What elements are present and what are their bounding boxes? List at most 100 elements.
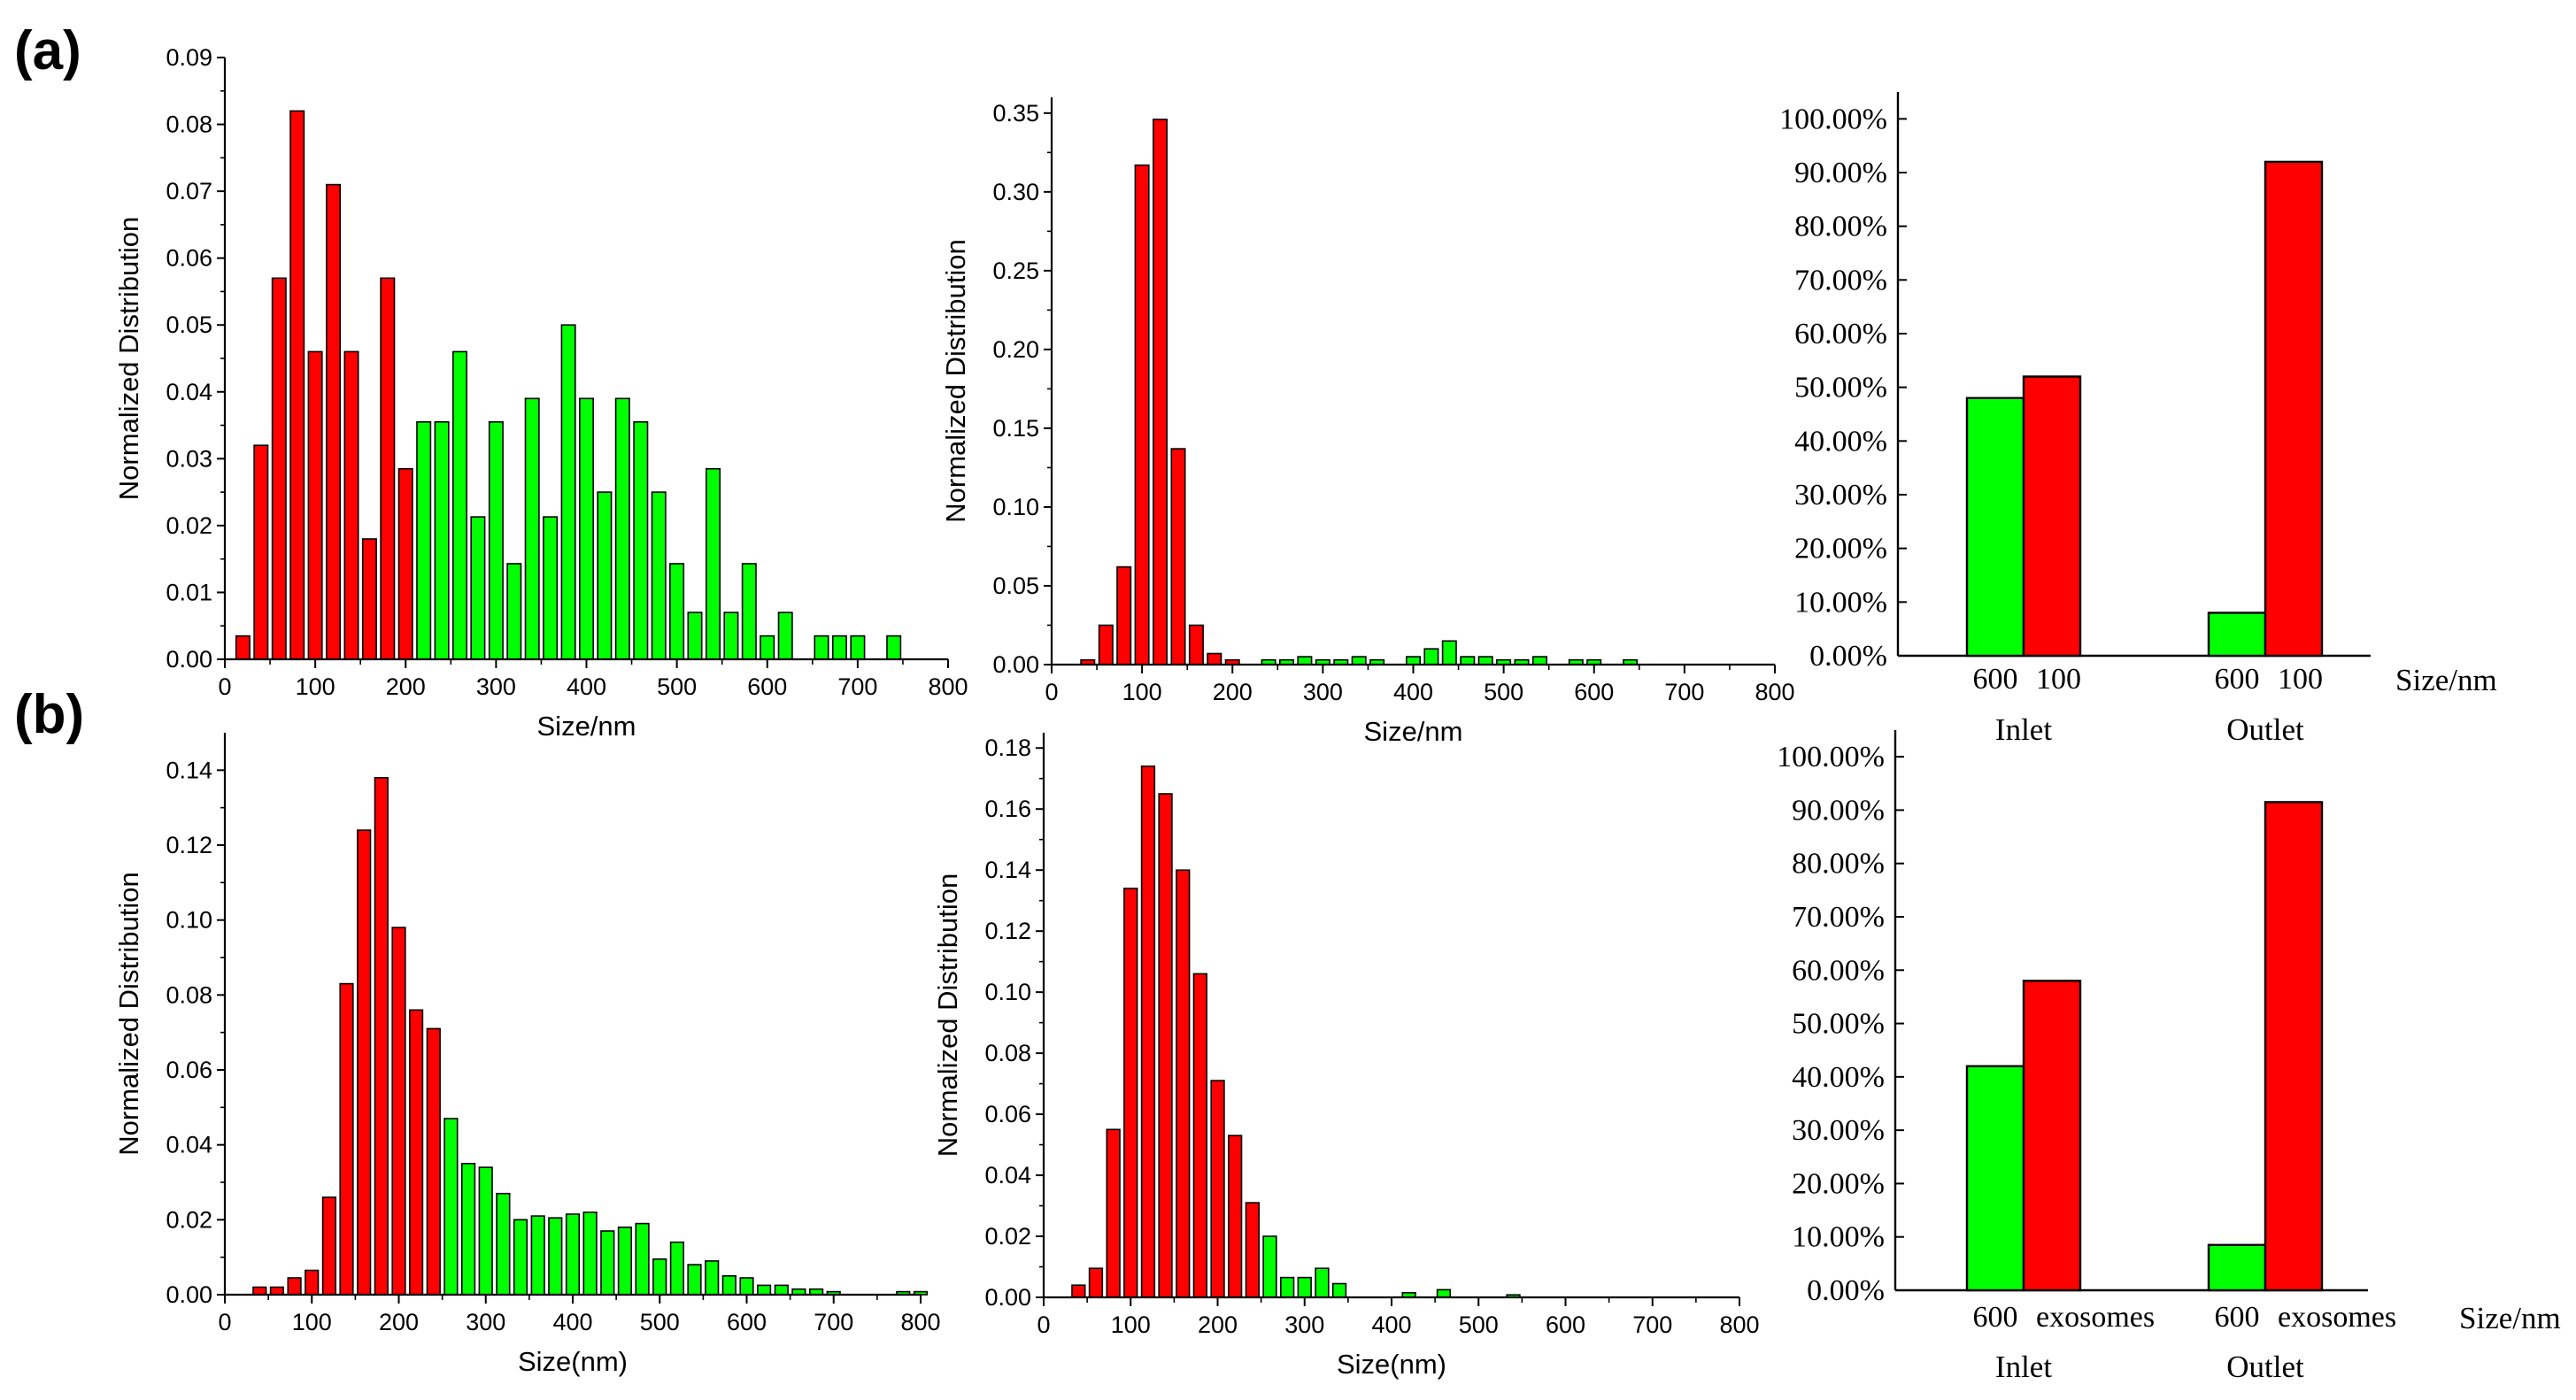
histogram-bar	[235, 635, 251, 660]
histogram-bar	[705, 1260, 720, 1296]
x-tick-label: 800	[1719, 1312, 1759, 1338]
y-tick-label: 0.14	[984, 857, 1031, 883]
histogram-bar	[651, 491, 667, 660]
x-tick-label: 0	[1037, 1312, 1050, 1338]
x-tick-label: 400	[1371, 1312, 1411, 1338]
x-tick-label: 100	[296, 673, 335, 700]
percentage-bar	[2264, 160, 2324, 658]
histogram-bar	[652, 1258, 667, 1296]
bar-category-label: 600	[1973, 1301, 2018, 1334]
histogram-bar	[635, 1222, 650, 1296]
histogram-chart-b-outlet: 0.00 0.02 0.04 0.06 0.08 0.10 0.12 0.14 0.16 0.18…	[932, 733, 1760, 1380]
histogram-bar	[831, 635, 847, 660]
histogram-bar	[617, 1227, 632, 1296]
y-tick-label: 50.00%	[1792, 1008, 1885, 1041]
y-tick-label: 90.00%	[1794, 157, 1887, 189]
percentage-bar	[2022, 375, 2082, 658]
y-tick-label: 0.15	[992, 415, 1039, 442]
histogram-bar	[287, 1277, 302, 1296]
histogram-bar	[669, 563, 685, 660]
y-tick-label: 30.00%	[1794, 479, 1887, 512]
x-tick-label: 700	[1664, 679, 1704, 705]
percentage-bar	[2264, 801, 2324, 1292]
y-tick-label: 10.00%	[1794, 586, 1887, 619]
y-tick-label: 0.06	[166, 1057, 212, 1083]
y-tick-label: 100.00%	[1777, 741, 1885, 773]
x-axis-title: Size(nm)	[1337, 1349, 1446, 1380]
histogram-bar	[723, 612, 739, 660]
x-tick-label: 600	[1546, 1312, 1585, 1338]
histogram-bar	[614, 397, 630, 660]
percentage-bar	[2207, 1243, 2267, 1292]
histogram-chart-b-inlet: 0.00 0.02 0.04 0.06 0.08 0.10 0.12 0.14 0 100 200 3…	[113, 733, 941, 1377]
histogram-chart-a-outlet: 0.00 0.05 0.10 0.15 0.20 0.25 0.30 0.35 0 100 200 3…	[940, 97, 1795, 747]
y-tick-label: 0.02	[166, 1206, 212, 1233]
histogram-bar	[597, 491, 613, 660]
histogram-bar	[478, 1166, 493, 1296]
histogram-bar	[1210, 1080, 1225, 1298]
histogram-bar	[460, 1163, 476, 1296]
x-tick-label: 100	[1111, 1312, 1151, 1338]
x-tick-label: 300	[1303, 679, 1343, 705]
histogram-bar	[1170, 448, 1186, 665]
panel-label-b: (b)	[14, 684, 84, 745]
x-tick-label: 300	[466, 1309, 505, 1335]
histogram-bar	[524, 397, 540, 660]
histogram-bar	[600, 1230, 615, 1296]
y-tick-label: 0.00%	[1807, 1274, 1885, 1307]
y-tick-label: 0.14	[166, 757, 212, 783]
histogram-bar	[496, 1192, 511, 1296]
histogram-bar	[1460, 656, 1476, 665]
histogram-bar	[1297, 656, 1313, 665]
percentage-chart-b: 0.00% 10.00% 20.00% 30.00% 40.00% 50.00% 60.00…	[1777, 730, 2561, 1384]
histogram-bar	[1188, 624, 1204, 665]
x-tick-label: 400	[567, 673, 606, 700]
histogram-bar	[289, 110, 305, 660]
panel-label-a: (a)	[14, 20, 81, 81]
histogram-bar	[1123, 888, 1138, 1298]
histogram-bar	[434, 420, 450, 660]
x-axis-unit-label: Size/nm	[2395, 663, 2497, 697]
x-tick-label: 500	[657, 673, 697, 700]
histogram-bar	[548, 1217, 563, 1296]
histogram-bar	[850, 635, 866, 660]
histogram-bar	[253, 444, 269, 660]
x-axis-title: Size/nm	[1364, 716, 1463, 747]
x-tick-label: 100	[292, 1309, 332, 1335]
histogram-bar	[1441, 640, 1457, 665]
histogram-bar	[1088, 1267, 1104, 1298]
y-tick-label: 0.08	[984, 1040, 1031, 1066]
histogram-bar	[756, 1284, 772, 1296]
histogram-chart-a-inlet: 0.00 0.01 0.02 0.03 0.04 0.05 0.06 0.07 0.08 0.09…	[113, 44, 968, 742]
histogram-bar	[339, 982, 354, 1296]
histogram-bar	[1192, 973, 1207, 1298]
histogram-bar	[886, 635, 902, 660]
y-tick-label: 0.02	[984, 1223, 1031, 1250]
x-axis-unit-label: Size/nm	[2459, 1301, 2561, 1335]
y-tick-label: 20.00%	[1792, 1167, 1885, 1200]
y-tick-label: 0.04	[166, 379, 212, 405]
y-tick-label: 0.00	[166, 1281, 212, 1308]
histogram-bar	[397, 467, 413, 660]
x-tick-label: 800	[900, 1309, 940, 1335]
histogram-bar	[543, 516, 559, 660]
bar-category-label: 100	[2278, 663, 2323, 696]
histogram-bar	[1297, 1276, 1312, 1298]
histogram-bar	[705, 467, 721, 660]
y-tick-label: 70.00%	[1794, 264, 1887, 296]
y-tick-label: 0.05	[992, 573, 1039, 599]
histogram-bar	[506, 563, 522, 660]
y-tick-label: 0.35	[992, 100, 1039, 127]
y-tick-label: 0.16	[984, 796, 1031, 822]
bar-category-label: 600	[2215, 1301, 2260, 1334]
y-tick-label: 20.00%	[1794, 533, 1887, 565]
histogram-bar	[325, 183, 341, 660]
x-tick-label: 700	[814, 1309, 853, 1335]
histogram-bar	[760, 635, 775, 660]
histogram-bar	[578, 397, 594, 660]
y-tick-label: 0.08	[166, 112, 212, 138]
x-tick-label: 300	[1284, 1312, 1324, 1338]
percentage-bar	[1965, 1065, 2025, 1292]
histogram-bar	[1207, 652, 1222, 665]
y-tick-label: 100.00%	[1779, 103, 1887, 135]
